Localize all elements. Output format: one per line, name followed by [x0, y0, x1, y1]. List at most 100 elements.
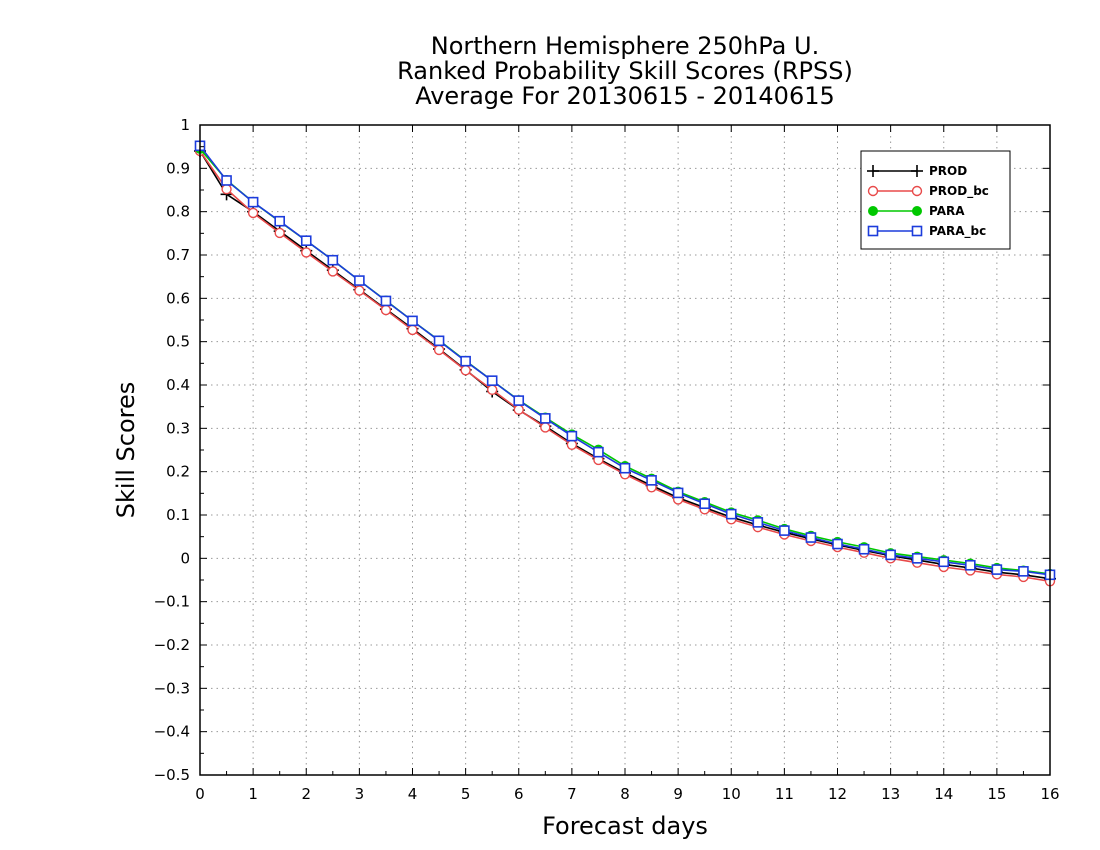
legend-marker-end — [911, 165, 923, 177]
x-tick-label: 16 — [1040, 785, 1059, 803]
x-tick-label: 7 — [567, 785, 577, 803]
data-point-para-bc — [619, 462, 631, 474]
data-point-prod-bc — [274, 227, 285, 239]
legend-marker-start — [867, 185, 879, 197]
legend-item-prod-bc: PROD_bc — [867, 184, 989, 199]
data-point-prod-bc — [460, 365, 471, 376]
title-line-2: Ranked Probability Skill Scores (RPSS) — [397, 57, 853, 85]
data-point-prod-bc — [486, 384, 498, 395]
data-point-para-bc — [672, 487, 684, 499]
legend-item-prod: PROD — [867, 164, 967, 178]
x-tick-label: 4 — [408, 785, 418, 803]
y-tick-label: −0.2 — [154, 636, 190, 654]
axis-layer: 0 1 2 3 4 5 6 7 8 9 10 11 12 13 14 15 1610.90.80.70.60.5… — [154, 116, 1060, 803]
y-tick-label: 0.4 — [166, 376, 190, 394]
x-tick-label: 14 — [934, 785, 953, 803]
legend-label: PROD — [929, 164, 967, 178]
data-point-prod-bc — [221, 183, 232, 195]
legend-marker-start — [868, 206, 878, 216]
chart-title: Northern Hemisphere 250hPa U. Ranked Pro… — [200, 34, 1050, 109]
series-layer — [194, 140, 1056, 587]
data-point-para-bc — [300, 235, 312, 246]
x-tick-label: 12 — [828, 785, 847, 803]
x-tick-label: 9 — [673, 785, 683, 803]
y-tick-label: −0.4 — [154, 723, 190, 741]
data-point-para-bc — [486, 375, 498, 386]
data-point-prod-bc — [540, 422, 551, 433]
title-line-3: Average For 20130615 - 20140615 — [415, 82, 835, 110]
legend-label: PROD_bc — [929, 184, 989, 199]
data-point-para-bc — [247, 196, 259, 208]
legend-label: PARA_bc — [929, 224, 986, 239]
y-axis-label: Skill Scores — [112, 382, 140, 519]
data-point-para-bc — [221, 175, 232, 186]
y-tick-label: 0.7 — [166, 246, 190, 264]
data-point-para-bc — [433, 335, 445, 347]
x-tick-label: 11 — [775, 785, 794, 803]
legend-label: PARA — [929, 204, 965, 218]
data-point-prod-bc — [247, 207, 259, 219]
x-tick-label: 13 — [881, 785, 900, 803]
data-point-para-bc — [593, 446, 604, 458]
title-line-1: Northern Hemisphere 250hPa U. — [430, 32, 820, 60]
x-tick-label: 3 — [355, 785, 365, 803]
x-tick-label: 0 — [195, 785, 205, 803]
legend-marker-end — [911, 185, 923, 197]
data-point-para-bc — [380, 295, 392, 307]
series-para-bc — [194, 140, 1056, 581]
data-point-prod-bc — [433, 344, 445, 356]
data-point-prod-bc — [301, 247, 312, 258]
y-tick-label: 0.1 — [166, 506, 190, 524]
data-point-prod-bc — [354, 285, 365, 296]
data-point-para-bc — [832, 538, 843, 550]
x-axis-label: Forecast days — [542, 812, 708, 840]
legend-marker-start — [867, 165, 879, 177]
legend-item-para-bc: PARA_bc — [867, 224, 986, 239]
data-point-para-bc — [858, 543, 870, 555]
x-tick-label: 6 — [514, 785, 524, 803]
y-tick-label: 0.3 — [166, 419, 190, 437]
data-point-para-bc — [327, 254, 339, 266]
x-tick-label: 10 — [722, 785, 741, 803]
data-point-para-bc — [752, 517, 764, 528]
x-tick-label: 1 — [248, 785, 258, 803]
y-tick-label: 0.2 — [166, 463, 190, 481]
legend-marker-start — [867, 225, 879, 237]
y-tick-label: 0 — [180, 549, 190, 567]
legend-marker-end — [911, 225, 923, 237]
data-point-para-bc — [885, 549, 896, 561]
legend-item-para: PARA — [868, 204, 965, 218]
data-point-para-bc — [566, 430, 578, 442]
data-point-para-bc — [699, 498, 710, 510]
x-tick-label: 8 — [620, 785, 630, 803]
data-point-prod-bc — [380, 304, 392, 316]
data-point-para-bc — [354, 275, 365, 286]
y-tick-label: −0.3 — [154, 679, 190, 697]
y-tick-label: −0.1 — [154, 593, 190, 611]
data-point-prod-bc — [407, 324, 418, 336]
y-tick-label: 0.6 — [166, 289, 190, 307]
data-point-para-bc — [407, 315, 418, 327]
x-tick-label: 2 — [301, 785, 311, 803]
legend-marker-end — [912, 206, 922, 216]
x-tick-label: 5 — [461, 785, 471, 803]
legend-box — [860, 150, 1011, 250]
data-point-para-bc — [725, 508, 737, 520]
y-tick-label: −0.5 — [154, 766, 190, 784]
y-tick-label: 0.8 — [166, 203, 190, 221]
legend: PROD PROD_bc PARA PARA_bc — [860, 150, 1011, 250]
data-point-para-bc — [460, 355, 471, 367]
data-point-para-bc — [513, 395, 525, 406]
y-tick-label: 0.9 — [166, 159, 190, 177]
y-tick-label: 1 — [180, 116, 190, 134]
data-point-para-bc — [646, 475, 657, 486]
data-point-para-bc — [805, 532, 817, 543]
y-tick-label: 0.5 — [166, 333, 190, 351]
data-point-para-bc — [540, 413, 551, 424]
data-point-para-bc — [274, 215, 285, 227]
data-point-para-bc — [965, 559, 976, 571]
data-point-para-bc — [991, 564, 1003, 575]
data-point-prod-bc — [327, 266, 339, 277]
data-point-para-bc — [938, 556, 950, 568]
